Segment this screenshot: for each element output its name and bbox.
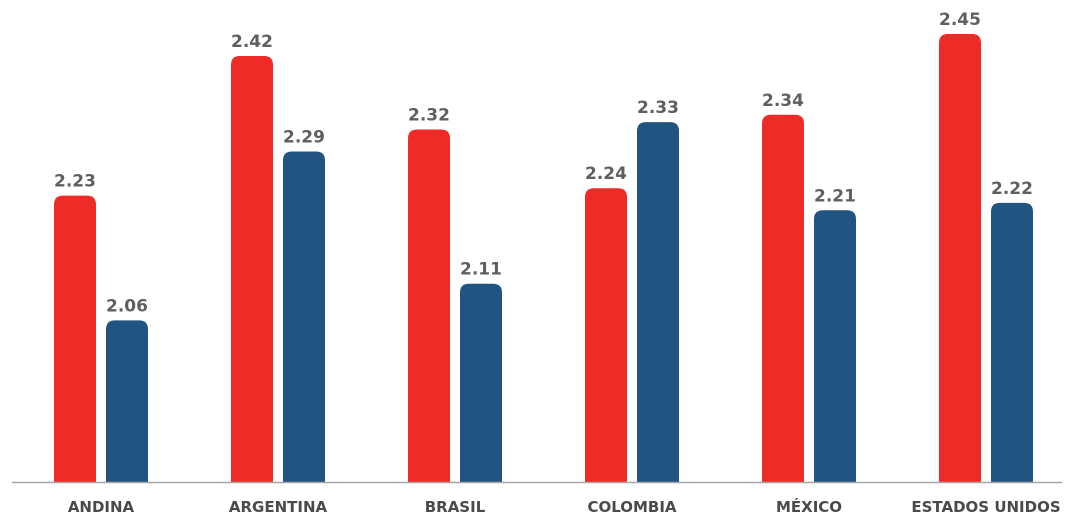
bar-red-andina <box>54 195 96 482</box>
data-label: 2.42 <box>231 32 273 52</box>
data-label: 2.45 <box>939 10 981 30</box>
bar-blue-brasil <box>460 283 502 482</box>
bar-red-brasil <box>408 129 450 482</box>
bar-blue-méxico <box>814 210 856 482</box>
data-label: 2.21 <box>814 186 856 206</box>
bar-red-estados-unidos <box>939 34 981 482</box>
data-label: 2.33 <box>637 98 679 118</box>
bar-blue-estados-unidos <box>991 202 1033 482</box>
bar-blue-andina <box>106 320 148 482</box>
data-label: 2.29 <box>283 128 325 148</box>
bar-blue-colombia <box>637 122 679 482</box>
bar-red-colombia <box>585 188 627 483</box>
x-tick-label: ARGENTINA <box>229 498 328 516</box>
x-tick-label: ESTADOS UNIDOS <box>911 498 1060 516</box>
x-tick-label: COLOMBIA <box>587 498 676 516</box>
x-tick-label: ANDINA <box>68 498 135 516</box>
x-tick-label: MÉXICO <box>776 497 842 516</box>
data-label: 2.22 <box>991 179 1033 199</box>
bar-red-méxico <box>762 114 804 482</box>
x-tick-label: BRASIL <box>425 498 486 516</box>
bar-red-argentina <box>231 56 273 483</box>
data-label: 2.23 <box>54 172 96 192</box>
bar-blue-argentina <box>283 151 325 483</box>
data-label: 2.32 <box>408 105 450 125</box>
data-label: 2.24 <box>585 164 627 184</box>
data-label: 2.11 <box>460 260 502 280</box>
data-label: 2.34 <box>762 91 804 111</box>
data-label: 2.06 <box>106 296 148 316</box>
